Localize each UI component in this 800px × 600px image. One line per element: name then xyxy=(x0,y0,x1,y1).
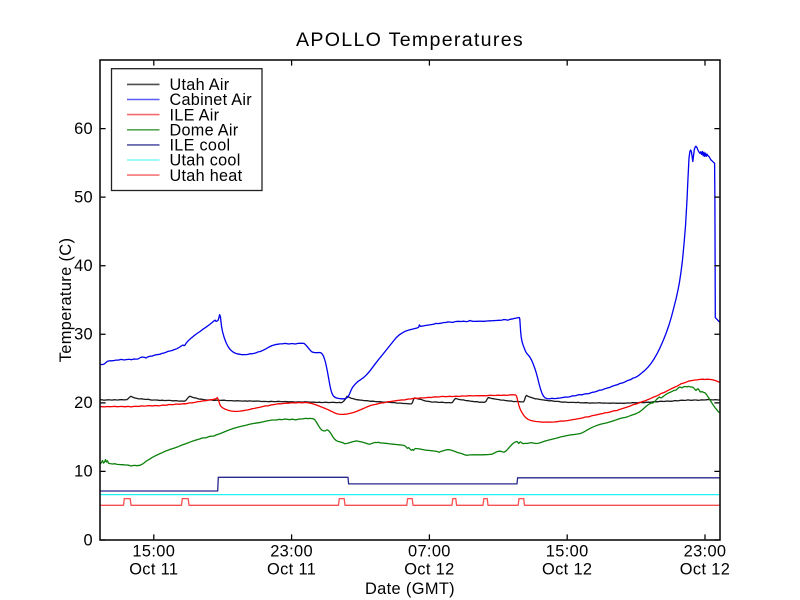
svg-text:Cabinet Air: Cabinet Air xyxy=(170,91,253,109)
svg-text:30: 30 xyxy=(74,326,93,344)
svg-text:23:00: 23:00 xyxy=(270,543,313,561)
svg-text:Oct 12: Oct 12 xyxy=(542,561,592,579)
svg-text:Oct 11: Oct 11 xyxy=(267,561,316,579)
svg-text:23:00: 23:00 xyxy=(684,543,727,561)
svg-text:20: 20 xyxy=(74,394,93,412)
svg-text:Dome Air: Dome Air xyxy=(170,122,239,140)
svg-text:Oct 11: Oct 11 xyxy=(129,561,178,579)
svg-text:ILE cool: ILE cool xyxy=(170,137,231,155)
svg-text:50: 50 xyxy=(74,188,93,206)
svg-text:15:00: 15:00 xyxy=(546,543,589,561)
svg-text:Oct 12: Oct 12 xyxy=(680,561,730,579)
svg-text:07:00: 07:00 xyxy=(408,543,451,561)
svg-text:Utah cool: Utah cool xyxy=(170,152,241,170)
svg-text:15:00: 15:00 xyxy=(132,543,175,561)
svg-text:10: 10 xyxy=(74,463,93,481)
svg-text:Oct 12: Oct 12 xyxy=(404,561,454,579)
svg-text:60: 60 xyxy=(74,120,93,138)
svg-text:APOLLO Temperatures: APOLLO Temperatures xyxy=(296,29,524,51)
svg-text:Utah Air: Utah Air xyxy=(170,76,230,94)
svg-text:40: 40 xyxy=(74,257,93,275)
svg-text:ILE Air: ILE Air xyxy=(170,106,220,124)
svg-text:0: 0 xyxy=(84,531,93,549)
svg-text:Utah heat: Utah heat xyxy=(170,167,243,185)
svg-text:Temperature (C): Temperature (C) xyxy=(57,238,75,363)
svg-text:Date (GMT): Date (GMT) xyxy=(365,580,455,598)
